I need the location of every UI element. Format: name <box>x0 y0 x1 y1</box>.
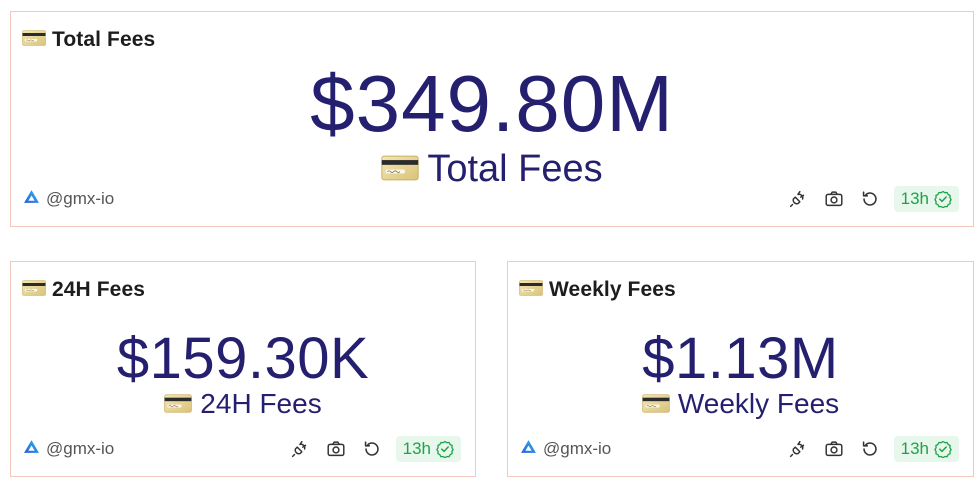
screenshot-button[interactable] <box>822 187 846 211</box>
embed-button[interactable] <box>786 437 810 461</box>
refresh-icon <box>361 438 383 460</box>
camera-icon <box>823 438 845 460</box>
refresh-icon <box>859 438 881 460</box>
metric-label-text: Total Fees <box>427 148 603 190</box>
card-actions: 13h <box>786 186 959 212</box>
screenshot-button[interactable] <box>822 437 846 461</box>
source-handle: @gmx-io <box>46 189 115 208</box>
freshness-text: 13h <box>900 439 929 458</box>
credit-card-icon <box>164 390 192 418</box>
camera-icon <box>823 188 845 210</box>
screenshot-button[interactable] <box>324 437 348 461</box>
freshness-badge[interactable]: 13h <box>893 186 959 212</box>
freshness-text: 13h <box>900 189 929 208</box>
metric-block: $1.13M Weekly Fees <box>508 330 973 418</box>
metric-value: $349.80M <box>310 59 674 148</box>
credit-card-icon <box>22 280 46 301</box>
source-link[interactable]: @gmx-io <box>23 439 114 459</box>
card-footer: @gmx-io 13h <box>23 436 461 462</box>
metric-label-text: Weekly Fees <box>677 388 840 419</box>
refresh-button[interactable] <box>858 437 882 461</box>
credit-card-icon <box>381 150 419 188</box>
source-handle: @gmx-io <box>543 439 612 458</box>
gmx-logo-icon <box>23 189 40 209</box>
camera-icon <box>325 438 347 460</box>
source-link[interactable]: @gmx-io <box>23 189 114 209</box>
verified-check-icon <box>934 190 952 208</box>
card-title: Total Fees <box>52 28 156 51</box>
card-title: 24H Fees <box>52 278 146 301</box>
metric-block: $349.80M Total Fees <box>11 59 973 189</box>
24h-fees-card: 24H Fees $159.30K 24H Fees @gmx-io <box>10 261 476 477</box>
credit-card-icon <box>519 280 543 301</box>
freshness-text: 13h <box>402 439 431 458</box>
embed-icon <box>787 438 809 460</box>
refresh-button[interactable] <box>360 437 384 461</box>
card-actions: 13h <box>786 436 959 462</box>
card-header: Weekly Fees <box>519 278 676 302</box>
card-header: 24H Fees <box>22 278 145 302</box>
total-fees-card: Total Fees $349.80M Total Fees @gmx-io <box>10 11 974 227</box>
embed-button[interactable] <box>288 437 312 461</box>
refresh-button[interactable] <box>858 187 882 211</box>
weekly-fees-card: Weekly Fees $1.13M Weekly Fees @gmx-io <box>507 261 974 477</box>
metric-block: $159.30K 24H Fees <box>11 330 475 418</box>
freshness-badge[interactable]: 13h <box>395 436 461 462</box>
source-link[interactable]: @gmx-io <box>520 439 611 459</box>
metric-label-text: 24H Fees <box>200 388 322 419</box>
metric-label: Total Fees <box>11 150 973 188</box>
source-handle: @gmx-io <box>46 439 115 458</box>
embed-button[interactable] <box>786 187 810 211</box>
credit-card-icon <box>642 390 670 418</box>
refresh-icon <box>859 188 881 210</box>
gmx-logo-icon <box>520 439 537 459</box>
card-actions: 13h <box>288 436 461 462</box>
metric-value: $1.13M <box>642 326 839 391</box>
freshness-badge[interactable]: 13h <box>893 436 959 462</box>
verified-check-icon <box>436 440 454 458</box>
metric-value: $159.30K <box>116 326 370 391</box>
card-footer: @gmx-io 13h <box>23 186 959 212</box>
embed-icon <box>289 438 311 460</box>
card-header: Total Fees <box>22 28 155 52</box>
metric-label: 24H Fees <box>11 390 475 418</box>
credit-card-icon <box>22 30 46 51</box>
gmx-logo-icon <box>23 439 40 459</box>
card-footer: @gmx-io 13h <box>520 436 959 462</box>
card-title: Weekly Fees <box>549 278 676 301</box>
metric-label: Weekly Fees <box>508 390 973 418</box>
embed-icon <box>787 188 809 210</box>
verified-check-icon <box>934 440 952 458</box>
